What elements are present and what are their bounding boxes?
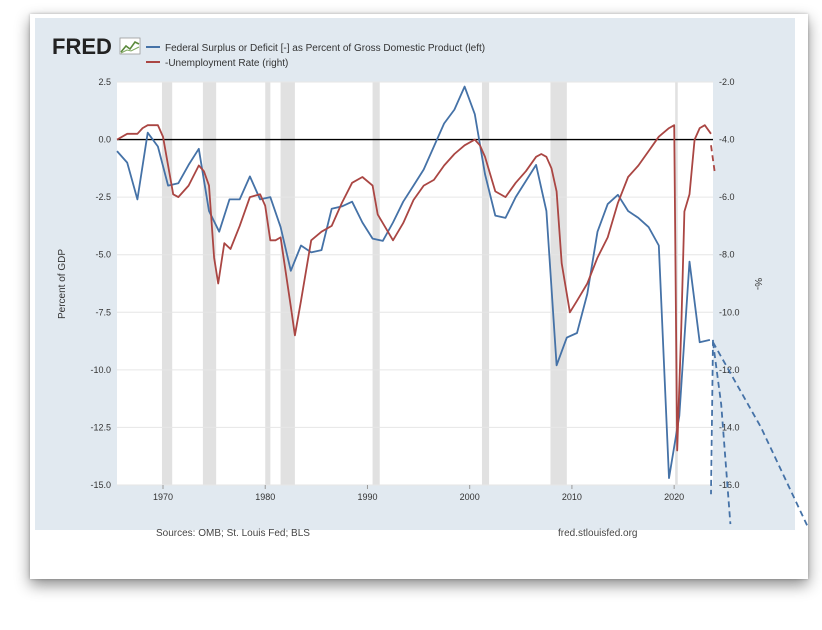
legend-label-deficit[interactable]: Federal Surplus or Deficit [-] as Percen… <box>165 43 485 54</box>
x-tick-label: 2010 <box>562 492 582 502</box>
right-tick-label: -16.0 <box>719 480 740 490</box>
recession-band-0 <box>161 82 173 485</box>
right-axis-label: %- <box>752 278 763 290</box>
recession-band-2 <box>265 82 271 485</box>
chart-frame: FRED Federal Surplus or Deficit [-] as P… <box>35 18 795 539</box>
right-tick-label: -12.0 <box>719 365 740 375</box>
chart-card: FRED Federal Surplus or Deficit [-] as P… <box>30 14 808 579</box>
site-link[interactable]: fred.stlouisfed.org <box>558 528 638 539</box>
legend-label-unemployment[interactable]: -Unemployment Rate (right) <box>165 58 288 69</box>
recession-band-5 <box>481 82 490 485</box>
left-tick-label: -15.0 <box>90 480 111 490</box>
series-lines <box>116 85 712 480</box>
right-tick-label: -6.0 <box>719 192 735 202</box>
left-tick-label: -12.5 <box>90 422 111 432</box>
left-tick-label: -7.5 <box>95 307 111 317</box>
x-tick-label: 1970 <box>153 492 173 502</box>
left-tick-label: -10.0 <box>90 365 111 375</box>
right-tick-label: -10.0 <box>719 307 740 317</box>
left-axis-label: Percent of GDP <box>57 249 68 319</box>
fred-logo: FRED <box>52 34 141 59</box>
right-tick-label: -2.0 <box>719 77 735 87</box>
source-note: Sources: OMB; St. Louis Fed; BLS <box>156 528 310 539</box>
left-axis-ticks: 2.5 0.0 -2.5 -5.0 -7.5 -10.0 -12.5 -15.0 <box>90 77 111 490</box>
x-tick-label: 1990 <box>357 492 377 502</box>
left-tick-label: -2.5 <box>95 192 111 202</box>
recession-band-1 <box>202 82 217 485</box>
x-tick-label: 2000 <box>460 492 480 502</box>
right-tick-label: -4.0 <box>719 135 735 145</box>
right-tick-label: -8.0 <box>719 250 735 260</box>
left-tick-label: 0.0 <box>98 135 111 145</box>
fred-logo-text: FRED <box>52 34 112 59</box>
plot-area <box>117 82 713 485</box>
recession-band-4 <box>372 82 380 485</box>
x-tick-label: 2020 <box>664 492 684 502</box>
x-tick-label: 1980 <box>255 492 275 502</box>
right-tick-label: -14.0 <box>719 422 740 432</box>
deficit-series-line <box>116 85 711 480</box>
legend: Federal Surplus or Deficit [-] as Percen… <box>146 43 485 69</box>
left-tick-label: -5.0 <box>95 250 111 260</box>
left-tick-label: 2.5 <box>98 77 111 87</box>
unemployment-series-line <box>116 124 712 452</box>
fred-logo-icon <box>119 37 141 55</box>
x-axis-ticks: 1970 1980 1990 2000 2010 2020 <box>153 485 684 502</box>
